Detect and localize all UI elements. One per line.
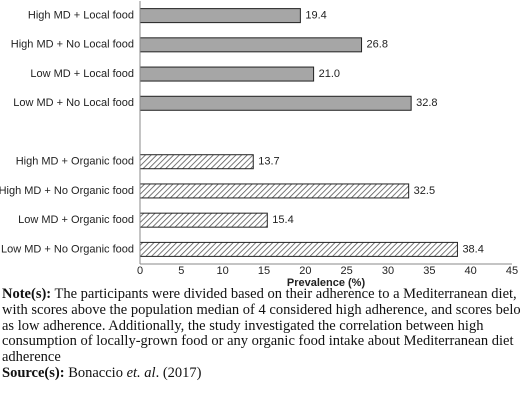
value-label: 21.0 [319, 68, 340, 80]
x-tick-label: 5 [178, 265, 184, 277]
x-tick-label: 15 [258, 265, 270, 277]
x-tick-label: 10 [217, 265, 229, 277]
note: Note(s): The participants were divided b… [2, 286, 520, 366]
note-line: consumption of locally-grown food or any… [2, 333, 520, 350]
bar [139, 241, 458, 257]
bar [139, 66, 315, 82]
value-label: 19.4 [305, 10, 326, 22]
note-line: adherence [2, 349, 520, 366]
bar [139, 8, 301, 24]
note-text: The participants were divided based on t… [51, 286, 517, 302]
bar [139, 183, 410, 199]
value-label: 15.4 [272, 214, 293, 226]
y-tick-label: Low MD + Local food [30, 68, 134, 80]
note-text: adherence [2, 349, 61, 366]
bar [139, 37, 363, 53]
value-label: 13.7 [258, 156, 279, 168]
bar [139, 154, 254, 170]
x-tick-label: 30 [382, 265, 394, 277]
source-text: Bonaccio [64, 364, 127, 381]
x-tick-label: 25 [341, 265, 353, 277]
source-text: et. al [126, 364, 156, 381]
value-label: 32.5 [414, 185, 435, 197]
value-label: 38.4 [462, 243, 483, 255]
y-tick-label: High MD + No Local food [11, 39, 134, 51]
bar [139, 212, 268, 228]
x-axis-title: Prevalence (%) [287, 277, 366, 289]
y-tick-label: Low MD + Organic food [18, 214, 134, 226]
source-label: Source(s): [2, 364, 65, 381]
note-text: with scores above the population median … [2, 301, 520, 318]
x-tick-label: 0 [137, 265, 143, 277]
notes: Note(s): The participants were divided b… [2, 286, 520, 382]
y-tick-label: High MD + No Organic food [0, 185, 134, 197]
bar [139, 95, 412, 111]
note-line: as low adherence. Additionally, the stud… [2, 317, 520, 335]
note-line: with scores above the population median … [2, 301, 520, 319]
chart: Prevalence (%) 0 5 10 15 20 25 30 35 40 45 High MD… [0, 1, 518, 289]
value-label: 32.8 [416, 97, 437, 109]
y-tick-label: High MD + Local food [28, 10, 134, 22]
y-tick-label: Low MD + No Local food [13, 97, 134, 109]
x-tick-label: 20 [299, 265, 311, 277]
value-label: 26.8 [367, 39, 388, 51]
x-tick-label: 35 [423, 265, 435, 277]
note-line: Note(s): The participants were divided b… [2, 286, 520, 303]
x-tick-label: 40 [465, 265, 477, 277]
source: Source(s): Bonaccio et. al. (2017) [2, 364, 520, 382]
y-tick-label: High MD + Organic food [16, 156, 134, 168]
x-tick-label: 45 [506, 265, 518, 277]
note-label: Note(s): [2, 286, 52, 302]
note-text: as low adherence. Additionally, the stud… [2, 317, 484, 334]
source-text: . (2017) [155, 364, 202, 381]
note-text: consumption of locally-grown food or any… [2, 333, 514, 350]
y-tick-label: Low MD + No Organic food [1, 243, 134, 255]
